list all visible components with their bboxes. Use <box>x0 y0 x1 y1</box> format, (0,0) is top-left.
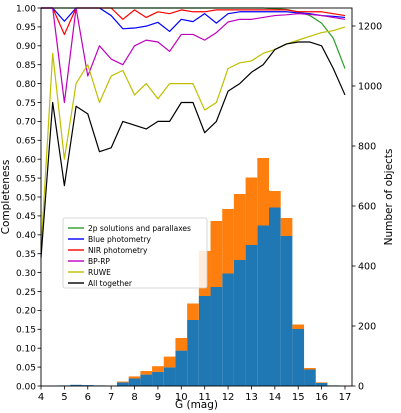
y-left-tick-label-6: 0.30 <box>16 269 36 279</box>
y-left-tick-label-18: 0.90 <box>16 42 36 52</box>
histogram-bar-1-14 <box>210 221 223 287</box>
y-left-tick-label-7: 0.35 <box>16 250 36 260</box>
series-line-3 <box>41 7 346 104</box>
y-left-tick-label-15: 0.75 <box>16 99 36 109</box>
x-axis-label: G (mag) <box>175 399 218 411</box>
histogram-bar-0-17 <box>245 245 258 386</box>
histogram-bar-0-10 <box>163 367 176 386</box>
histogram-bar-1-12 <box>187 303 199 320</box>
y-right-tick-label-1: 200 <box>358 321 376 332</box>
histogram-bar-0-21 <box>292 329 305 386</box>
histogram-bar-1-22 <box>304 368 316 370</box>
y-right-tick-label-6: 1200 <box>358 21 382 32</box>
y-left-tick-label-10: 0.50 <box>16 193 36 203</box>
y-left-axis-label: Completeness <box>0 160 12 235</box>
x-tick-label-6: 10 <box>175 392 188 403</box>
histogram-bar-1-11 <box>175 338 188 351</box>
histogram-bar-1-16 <box>233 194 246 260</box>
y-left-tick-label-9: 0.45 <box>16 212 36 222</box>
histogram-bar-0-20 <box>280 236 293 386</box>
histogram-bar-1-10 <box>163 356 176 368</box>
histogram-bars <box>46 158 340 386</box>
x-tick-label-9: 13 <box>245 392 258 403</box>
histogram-bar-0-16 <box>233 260 246 386</box>
legend-label-4: RUWE <box>88 268 111 277</box>
histogram-bar-0-9 <box>152 371 164 386</box>
legend-label-3: BP-RP <box>88 257 110 266</box>
y-right-axis-label: Number of objects <box>383 149 395 246</box>
y-left-tick-label-14: 0.70 <box>16 118 36 128</box>
series-line-4 <box>40 26 346 250</box>
y-left-tick-label-2: 0.10 <box>16 345 36 355</box>
histogram-bar-1-20 <box>280 218 293 236</box>
histogram-bar-1-6 <box>117 381 129 383</box>
x-tick-label-11: 15 <box>292 392 305 403</box>
x-tick-label-13: 17 <box>339 392 352 403</box>
legend-label-0: 2p solutions and parallaxes <box>88 224 191 233</box>
y-right-tick-label-3: 600 <box>358 201 376 212</box>
x-axis-ticks: 4 5 6 7 8 9 10 11 12 13 14 15 16 17 <box>38 386 352 403</box>
legend-label-2: NIR photometry <box>88 246 148 255</box>
y-left-tick-label-8: 0.40 <box>16 231 36 241</box>
histogram-bar-0-22 <box>304 369 316 386</box>
y-right-tick-label-5: 1000 <box>358 81 382 92</box>
y-left-tick-label-3: 0.15 <box>16 326 36 336</box>
legend-box <box>62 217 208 289</box>
y-left-tick-label-13: 0.65 <box>16 137 36 147</box>
histogram-bar-1-19 <box>268 191 281 208</box>
x-tick-label-4: 8 <box>131 392 137 403</box>
histogram-bar-0-13 <box>198 296 211 386</box>
series-line-5 <box>40 41 346 258</box>
histogram-bar-1-7 <box>128 376 141 379</box>
histogram-bar-0-23 <box>315 383 328 386</box>
x-tick-label-1: 5 <box>61 392 67 403</box>
y-left-tick-label-0: 0.00 <box>16 382 36 392</box>
histogram-bar-0-12 <box>187 320 199 386</box>
y-left-tick-label-1: 0.05 <box>16 363 36 373</box>
histogram-bar-1-21 <box>292 324 305 329</box>
y-left-tick-label-17: 0.85 <box>16 61 36 71</box>
histogram-bar-1-15 <box>222 209 234 274</box>
y-left-axis-ticks: 0.00 0.05 0.10 0.15 0.20 0.25 0.30 0.35 0.40 0.45… <box>16 4 41 392</box>
histogram-bar-0-19 <box>268 207 281 386</box>
y-left-tick-label-16: 0.80 <box>16 80 36 90</box>
y-left-tick-label-5: 0.25 <box>16 288 36 298</box>
y-right-tick-label-4: 800 <box>358 141 376 152</box>
y-left-tick-label-19: 0.95 <box>16 23 36 33</box>
x-tick-label-7: 11 <box>198 392 211 403</box>
y-left-tick-label-20: 1.00 <box>16 4 36 14</box>
y-right-axis-ticks: 0 200 400 600 800 1000 1200 <box>352 21 382 392</box>
y-left-tick-label-11: 0.55 <box>16 174 36 184</box>
y-left-tick-label-12: 0.60 <box>16 156 36 166</box>
histogram-bar-1-9 <box>152 366 164 372</box>
histogram-bar-0-18 <box>257 225 269 386</box>
x-tick-label-5: 9 <box>155 392 161 403</box>
histogram-bar-0-2 <box>70 384 82 386</box>
y-right-tick-label-2: 400 <box>358 261 376 272</box>
x-tick-label-12: 16 <box>315 392 328 403</box>
histogram-bar-0-11 <box>175 350 188 386</box>
histogram-bar-0-15 <box>222 273 234 386</box>
histogram-bar-1-18 <box>257 158 269 226</box>
histogram-bar-0-14 <box>210 287 223 386</box>
histogram-bar-0-6 <box>117 382 129 386</box>
histogram-bar-1-23 <box>315 382 328 383</box>
histogram-bar-0-8 <box>140 374 153 386</box>
x-tick-label-3: 7 <box>108 392 114 403</box>
series-line-0 <box>41 7 346 69</box>
x-tick-label-0: 4 <box>38 392 44 403</box>
histogram-bar-1-8 <box>140 371 153 375</box>
y-left-tick-label-4: 0.20 <box>16 307 36 317</box>
x-tick-label-2: 6 <box>85 392 91 403</box>
histogram-bar-1-17 <box>245 177 258 245</box>
y-right-tick-label-0: 0 <box>358 381 364 392</box>
histogram-bar-0-3 <box>81 385 94 386</box>
x-tick-label-8: 12 <box>222 392 235 403</box>
legend-label-5: All together <box>88 279 133 288</box>
histogram-bar-0-7 <box>128 378 141 386</box>
legend: 2p solutions and parallaxes Blue photomet… <box>62 217 208 289</box>
legend-label-1: Blue photometry <box>88 235 152 244</box>
x-tick-label-10: 14 <box>268 392 281 403</box>
